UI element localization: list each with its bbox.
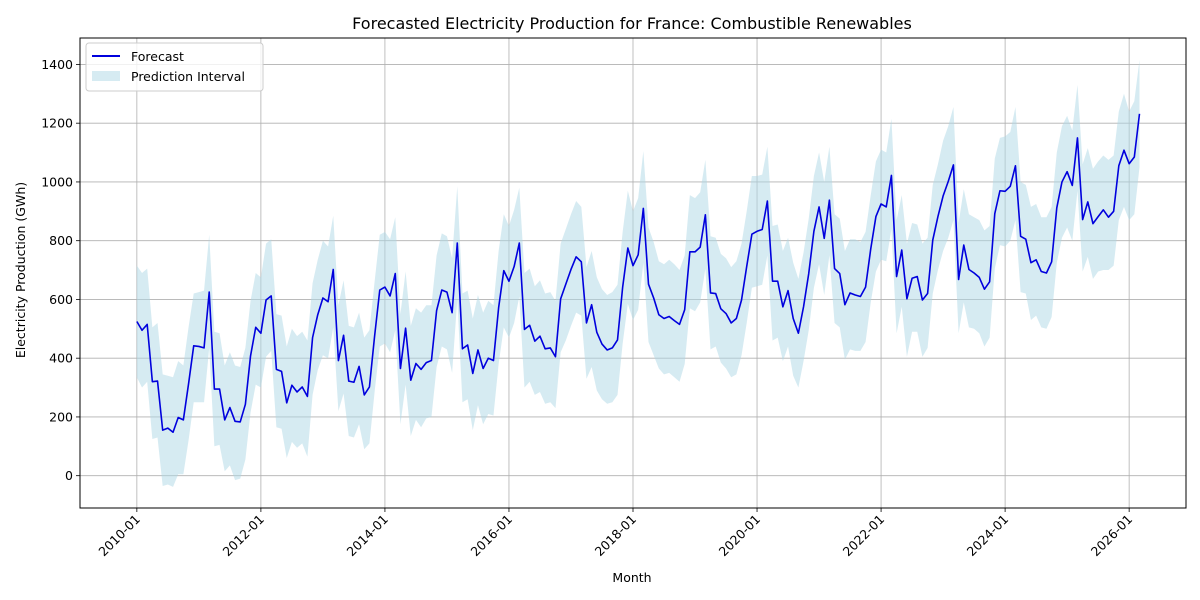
prediction-interval-layer [136,60,1140,487]
y-axis-label: Electricity Production (GWh) [13,182,28,358]
legend-interval-label: Prediction Interval [131,69,245,84]
y-tick-label: 600 [49,292,73,307]
y-tick-label: 1400 [41,57,73,72]
prediction-interval-band [136,60,1140,487]
forecast-line-layer [136,113,1141,434]
legend: Forecast Prediction Interval [85,42,264,92]
y-tick-label: 400 [49,351,73,366]
y-tick-label: 1200 [41,116,73,131]
y-tick-label: 0 [65,468,73,483]
legend-interval-swatch [92,71,120,81]
y-tick-label: 200 [49,409,73,424]
legend-forecast-label: Forecast [131,49,184,64]
chart-title: Forecasted Electricity Production for Fr… [352,14,912,33]
y-tick-label: 1000 [41,174,73,189]
legend-box [85,42,264,92]
forecast-line [136,113,1141,434]
x-axis-label: Month [612,570,651,585]
y-tick-label: 800 [49,233,73,248]
